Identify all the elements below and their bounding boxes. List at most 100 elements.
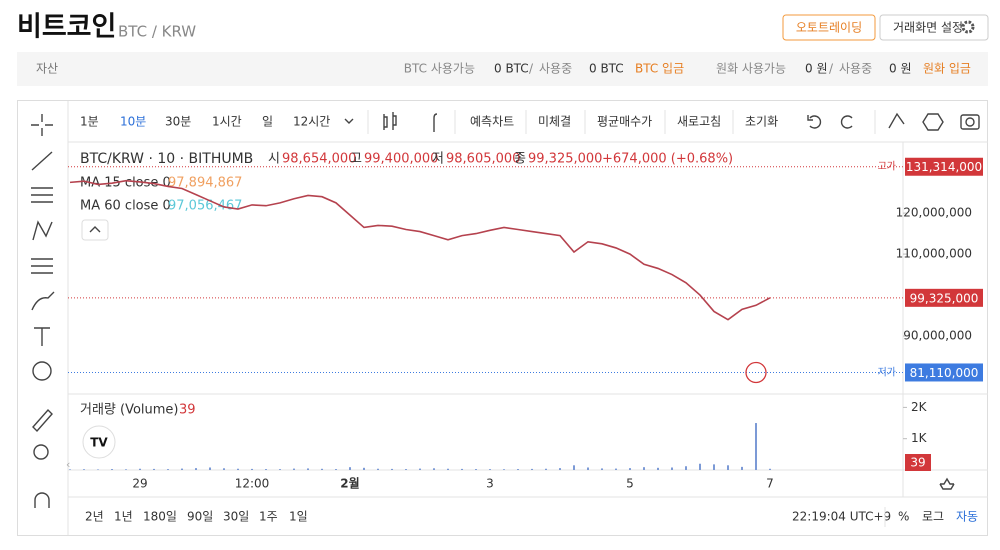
available-label: BTC 사용가능	[404, 62, 475, 76]
interval-dropdown[interactable]	[344, 118, 354, 124]
tool-button[interactable]: 평균매수가	[597, 115, 652, 129]
brush-tool[interactable]	[31, 291, 55, 311]
x-tick-label: 3	[486, 477, 494, 491]
collapse-legend[interactable]	[81, 219, 109, 241]
tool-button[interactable]: 새로고침	[677, 115, 721, 129]
tool-button[interactable]: 초기화	[745, 115, 778, 129]
drawing-icon[interactable]	[888, 112, 905, 129]
log-toggle[interactable]: 로그	[922, 510, 944, 524]
line-tool[interactable]	[31, 151, 53, 171]
volume-bar	[489, 469, 491, 470]
volume-bar	[531, 468, 533, 470]
ruler-tool[interactable]	[32, 408, 53, 433]
indicator-button[interactable]	[433, 113, 438, 132]
magnet-tool[interactable]	[34, 492, 50, 508]
current-tag	[905, 288, 983, 307]
low-tag	[905, 363, 983, 382]
left-toolbar: ‹	[31, 114, 70, 508]
deposit-link[interactable]: BTC 입금	[635, 62, 684, 76]
volume-tag	[905, 454, 931, 471]
volume-bar	[545, 468, 547, 470]
interval-button[interactable]: 일	[262, 115, 273, 129]
range-button[interactable]: 1년	[114, 510, 133, 524]
volume-bar	[195, 468, 197, 470]
available-label: 원화 사용가능	[716, 62, 786, 76]
channel-tool[interactable]	[31, 187, 53, 203]
range-button[interactable]: 1주	[259, 510, 278, 524]
autotrade-button[interactable]	[782, 14, 876, 41]
available-amount: 0 원	[805, 62, 828, 76]
axis-settings[interactable]	[939, 477, 955, 490]
volume-bar	[601, 468, 603, 470]
interval-button[interactable]: 12시간	[293, 115, 330, 129]
interval-button[interactable]: 1분	[80, 115, 99, 129]
volume-bar	[167, 469, 169, 470]
x-tick-label: 12:00	[235, 477, 270, 491]
collapse-handle[interactable]: ‹	[66, 458, 70, 471]
volume-bar	[741, 466, 743, 470]
collapse-arrow	[89, 226, 101, 233]
auto-toggle[interactable]: 자동	[956, 510, 978, 524]
volume-bar	[671, 467, 673, 470]
y-tick-label: 120,000,000	[896, 206, 972, 220]
autotrade-label: 오토트레이딩	[796, 21, 862, 35]
text-tool[interactable]	[34, 327, 50, 346]
fib-tool[interactable]	[31, 258, 53, 274]
percent-toggle[interactable]: %	[898, 510, 909, 524]
volume-bar	[419, 468, 421, 470]
deposit-link[interactable]: 원화 입금	[923, 62, 971, 76]
volume-bar	[629, 468, 631, 470]
range-button[interactable]: 30일	[223, 510, 249, 524]
volume-bar	[349, 467, 351, 470]
pattern-tool[interactable]	[32, 220, 53, 241]
tool-button[interactable]: 예측차트	[470, 115, 514, 129]
zoom-tool[interactable]	[33, 444, 49, 460]
low-tag-label: 81,110,000	[910, 366, 979, 380]
undo[interactable]	[807, 115, 822, 129]
redo[interactable]	[840, 115, 853, 129]
tv-logo[interactable]	[82, 425, 116, 459]
volume-bar	[699, 463, 701, 470]
tool-button[interactable]: 미체결	[538, 115, 571, 129]
volume-bar	[223, 468, 225, 470]
volume-bar	[139, 468, 141, 470]
range-button[interactable]: 180일	[143, 510, 177, 524]
volume-bar	[377, 468, 379, 470]
ohlc-label: 저	[432, 152, 444, 167]
current-tag-label: 99,325,000	[910, 291, 979, 305]
volume-bar	[433, 468, 435, 470]
emoji-tool[interactable]	[32, 361, 52, 381]
volume-bar	[153, 468, 155, 470]
candle-type[interactable]	[383, 112, 397, 130]
interval-button[interactable]: 30분	[165, 115, 191, 129]
in-use-amount: 0 BTC	[589, 62, 624, 76]
high-label: 고가	[878, 161, 896, 173]
x-tick-label: 7	[766, 477, 774, 491]
interval-button[interactable]: 10분	[120, 115, 146, 129]
high-tag	[905, 157, 983, 176]
volume-bar	[727, 465, 729, 470]
range-button[interactable]: 1일	[289, 510, 308, 524]
range-button[interactable]: 2년	[85, 510, 104, 524]
volume-bar	[643, 467, 645, 470]
interval-button[interactable]: 1시간	[212, 115, 242, 129]
slash: /	[529, 62, 534, 76]
snapshot[interactable]	[960, 114, 980, 130]
symbol: BTC/KRW · 10 · BITHUMB	[80, 151, 253, 167]
ohlc-value: 98,654,000	[282, 152, 356, 167]
volume-bar	[335, 469, 337, 470]
gear-icon	[961, 20, 975, 34]
range-button[interactable]: 90일	[187, 510, 213, 524]
in-use-label: 사용중	[839, 62, 872, 76]
volume-bar	[279, 469, 281, 470]
crosshair-tool[interactable]	[31, 114, 53, 136]
x-tick-label: 2월	[340, 476, 359, 491]
settings-hex[interactable]	[922, 113, 944, 131]
ohlc-label: 시	[268, 152, 280, 167]
volume-bar	[97, 469, 99, 470]
settings-button[interactable]	[879, 14, 989, 41]
volume-bar	[769, 468, 771, 470]
indicator-value: 97,894,867	[168, 176, 242, 191]
volume-bar	[321, 468, 323, 470]
